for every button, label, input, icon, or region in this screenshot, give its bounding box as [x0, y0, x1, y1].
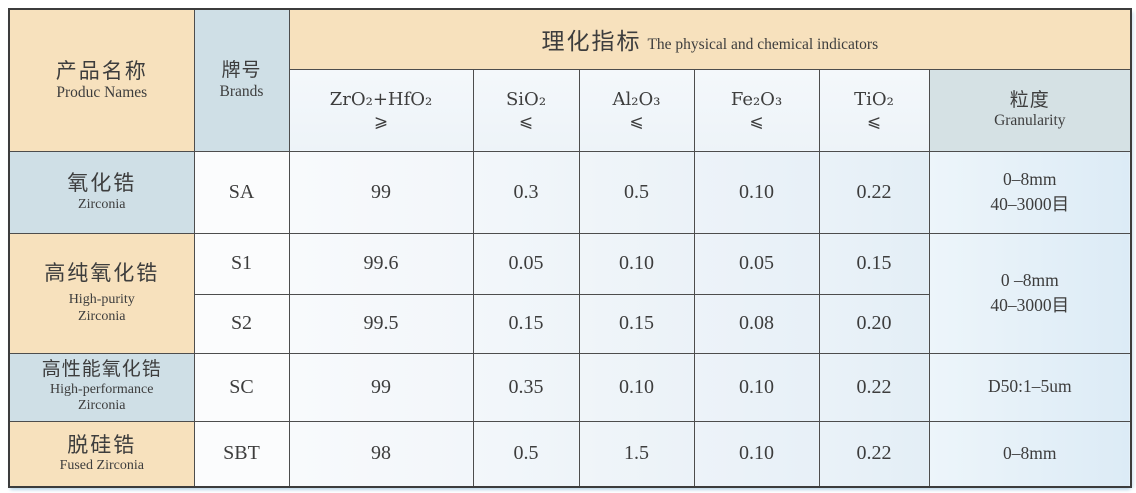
granularity-line: 0–8mm [1003, 168, 1057, 189]
brand-cell: SBT [193, 420, 290, 488]
granularity-zh: 粒度 [1009, 89, 1050, 111]
value-cell: 0.05 [693, 232, 820, 295]
brands-header-cell: 牌号 Brands [193, 8, 290, 152]
value-cell: 99.5 [288, 293, 474, 354]
col-header-zro2: ZrO₂+HfO₂ ⩾ [288, 68, 474, 152]
product-names-zh: 产品名称 [55, 59, 148, 84]
product-names-en: Produc Names [56, 84, 148, 102]
granularity-cell: 0 –8mm 40–3000目 [928, 232, 1132, 354]
value-cell: 0.15 [472, 293, 580, 354]
value-cell: 1.5 [578, 420, 695, 488]
formula-sio2: SiO₂ [505, 89, 547, 111]
group-label-zh: 氧化锆 [67, 171, 137, 196]
indicators-en: The physical and chemical indicators [647, 36, 879, 54]
value-cell: 99 [288, 150, 474, 234]
granularity-cell: 0–8mm 40–3000目 [928, 150, 1132, 234]
value-cell: 0.15 [578, 293, 695, 354]
header-row-main: 产品名称 Produc Names 牌号 Brands 理化指标 The phys… [8, 8, 1132, 152]
product-spec-table: 产品名称 Produc Names 牌号 Brands 理化指标 The phys… [8, 8, 1133, 488]
table-row-s2: S2 99.5 0.15 0.15 0.08 0.20 [9, 293, 1131, 354]
value-cell: 98 [288, 420, 474, 488]
group-label-high-purity-zirconia: 高纯氧化锆 High-purity Zirconia [8, 232, 195, 354]
value-cell: 0.10 [693, 150, 820, 234]
group-label-zirconia: 氧化锆 Zirconia [8, 150, 195, 234]
header-row-formulas: ZrO₂+HfO₂ ⩾ SiO₂ ⩽ Al₂O₃ ⩽ Fe₂O₃ ⩽ TiO₂ … [9, 68, 1132, 152]
indicators-header-cell: 理化指标 The physical and chemical indicators [288, 8, 1132, 70]
col-header-al2o3: Al₂O₃ ⩽ [578, 68, 695, 152]
value-cell: 0.10 [578, 232, 695, 295]
value-cell: 0.10 [693, 352, 820, 422]
value-cell: 0.20 [818, 293, 930, 354]
value-cell: 0.22 [818, 420, 930, 488]
leq-operator: ⩽ [518, 111, 534, 132]
brand-cell: S2 [193, 293, 290, 354]
value-cell: 0.22 [818, 150, 930, 234]
value-cell: 0.3 [472, 150, 580, 234]
brand-cell: SC [193, 352, 290, 422]
group-label-zh: 高性能氧化锆 [41, 358, 162, 380]
formula-tio2: TiO₂ [854, 89, 894, 111]
granularity-line: 0–8mm [1003, 443, 1057, 464]
table-row-sbt: 脱硅锆 Fused Zirconia SBT 98 0.5 1.5 0.10 0… [8, 420, 1132, 488]
value-cell: 0.5 [578, 150, 695, 234]
value-cell: 99 [288, 352, 474, 422]
formula-al2o3: Al₂O₃ [612, 89, 661, 111]
indicators-zh: 理化指标 [541, 29, 642, 55]
granularity-header-cell: 粒度 Granularity [928, 68, 1132, 152]
value-cell: 0.15 [818, 232, 930, 295]
value-cell: 0.08 [693, 293, 820, 354]
geq-operator: ⩾ [373, 111, 389, 132]
value-cell: 0.35 [472, 352, 580, 422]
formula-zro2-hfo2: ZrO₂+HfO₂ [329, 89, 433, 111]
group-label-en: Zirconia [78, 309, 126, 325]
group-label-en: Zirconia [78, 196, 126, 212]
value-cell: 0.22 [818, 352, 930, 422]
granularity-en: Granularity [994, 112, 1066, 130]
formula-fe2o3: Fe₂O₃ [730, 89, 783, 111]
col-header-tio2: TiO₂ ⩽ [818, 68, 930, 152]
table-row-sa: 氧化锆 Zirconia SA 99 0.3 0.5 0.10 0.22 0–8… [8, 150, 1132, 234]
granularity-line: 40–3000目 [990, 295, 1070, 315]
brand-cell: SA [193, 150, 290, 234]
leq-operator: ⩽ [629, 111, 644, 132]
granularity-line: 40–3000目 [990, 194, 1070, 214]
group-label-zh: 脱硅锆 [67, 433, 137, 458]
product-names-header-cell: 产品名称 Produc Names [8, 8, 195, 152]
value-cell: 99.6 [288, 232, 474, 295]
leq-operator: ⩽ [866, 111, 882, 132]
group-label-en: Fused Zirconia [59, 458, 144, 474]
value-cell: 0.5 [472, 420, 580, 488]
col-header-sio2: SiO₂ ⩽ [472, 68, 580, 152]
brands-en: Brands [219, 82, 264, 100]
table-row-s1: 高纯氧化锆 High-purity Zirconia S1 99.6 0.05 … [8, 232, 1132, 354]
value-cell: 0.10 [578, 352, 695, 422]
group-label-fused-zirconia: 脱硅锆 Fused Zirconia [8, 420, 195, 488]
group-label-en: Zirconia [78, 398, 126, 414]
group-label-en: High-purity [68, 292, 135, 308]
granularity-cell: D50:1–5um [928, 352, 1132, 422]
granularity-line: D50:1–5um [987, 376, 1072, 397]
col-header-fe2o3: Fe₂O₃ ⩽ [693, 68, 820, 152]
group-label-high-performance-zirconia: 高性能氧化锆 High-performance Zirconia [8, 352, 195, 422]
value-cell: 0.10 [693, 420, 820, 488]
leq-operator: ⩽ [749, 111, 764, 132]
table-row-sc: 高性能氧化锆 High-performance Zirconia SC 99 0… [8, 352, 1132, 422]
value-cell: 0.05 [472, 232, 580, 295]
brands-zh: 牌号 [221, 59, 262, 81]
granularity-cell: 0–8mm [928, 420, 1132, 488]
granularity-line: 0 –8mm [1000, 269, 1059, 290]
group-label-zh: 高纯氧化锆 [44, 261, 160, 286]
brand-cell: S1 [193, 232, 290, 295]
group-label-en: High-performance [50, 381, 154, 397]
